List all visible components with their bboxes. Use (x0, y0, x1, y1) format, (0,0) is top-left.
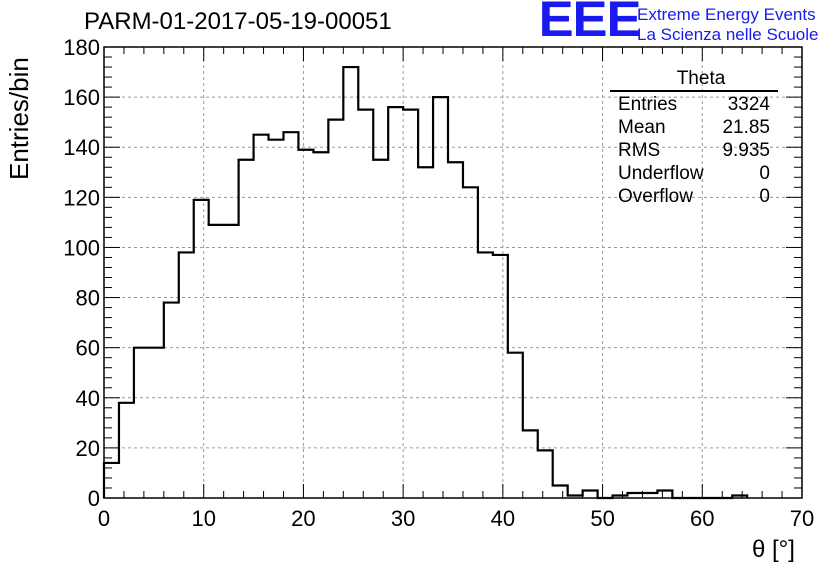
x-tick-label: 20 (291, 506, 315, 531)
x-tick-label: 60 (690, 506, 714, 531)
stats-label: Overflow (618, 186, 693, 207)
stats-row-overflow: Overflow 0 (610, 185, 778, 208)
x-tick-label: 30 (391, 506, 415, 531)
y-tick-labels: 0 20 40 60 80 100 120 140 160 180 (63, 35, 100, 511)
x-tick-label: 70 (790, 506, 814, 531)
y-tick-label: 140 (63, 135, 100, 160)
logo-line-2: La Scienza nelle Scuole (637, 25, 819, 44)
x-tick-label: 10 (191, 506, 215, 531)
y-tick-label: 40 (76, 386, 100, 411)
x-tick-label: 50 (590, 506, 614, 531)
x-tick-label: 0 (98, 506, 110, 531)
stats-label: Mean (618, 117, 666, 138)
stats-label: RMS (618, 140, 661, 161)
stats-label: Underflow (618, 163, 704, 184)
stats-row-mean: Mean 21.85 (610, 116, 778, 139)
stats-row-entries: Entries 3324 (610, 93, 778, 116)
logo-line-1: Extreme Energy Events (637, 5, 816, 24)
x-axis-label: θ [°] (752, 536, 795, 563)
x-tick-labels: 0 10 20 30 40 50 60 70 (98, 506, 814, 531)
stats-box: Theta Entries 3324 Mean 21.85 RMS 9.935 … (610, 68, 778, 208)
stats-row-rms: RMS 9.935 (610, 139, 778, 162)
stats-value: 9.935 (722, 140, 770, 161)
stats-label: Entries (618, 94, 678, 115)
histogram-series-line (102, 65, 749, 500)
y-tick-label: 80 (76, 286, 100, 311)
stats-value: 0 (759, 186, 770, 207)
y-tick-label: 0 (88, 486, 100, 511)
stats-row-underflow: Underflow 0 (610, 162, 778, 185)
y-tick-label: 120 (63, 185, 100, 210)
y-tick-label: 180 (63, 35, 100, 60)
eee-logo: EEE (538, 0, 642, 47)
y-tick-label: 160 (63, 85, 100, 110)
y-axis-label: Entries/bin (4, 57, 34, 180)
y-tick-label: 60 (76, 336, 100, 361)
y-tick-label: 100 (63, 235, 100, 260)
x-tick-label: 40 (491, 506, 515, 531)
stats-value: 21.85 (722, 117, 770, 138)
stats-value: 3324 (727, 94, 770, 115)
y-tick-label: 20 (76, 436, 100, 461)
plot-frame (103, 46, 803, 499)
chart-title: PARM-01-2017-05-19-00051 (84, 8, 392, 35)
stats-title: Theta (676, 68, 726, 89)
stats-divider (610, 90, 778, 92)
axis-ticks (103, 46, 803, 499)
stats-value: 0 (759, 163, 770, 184)
